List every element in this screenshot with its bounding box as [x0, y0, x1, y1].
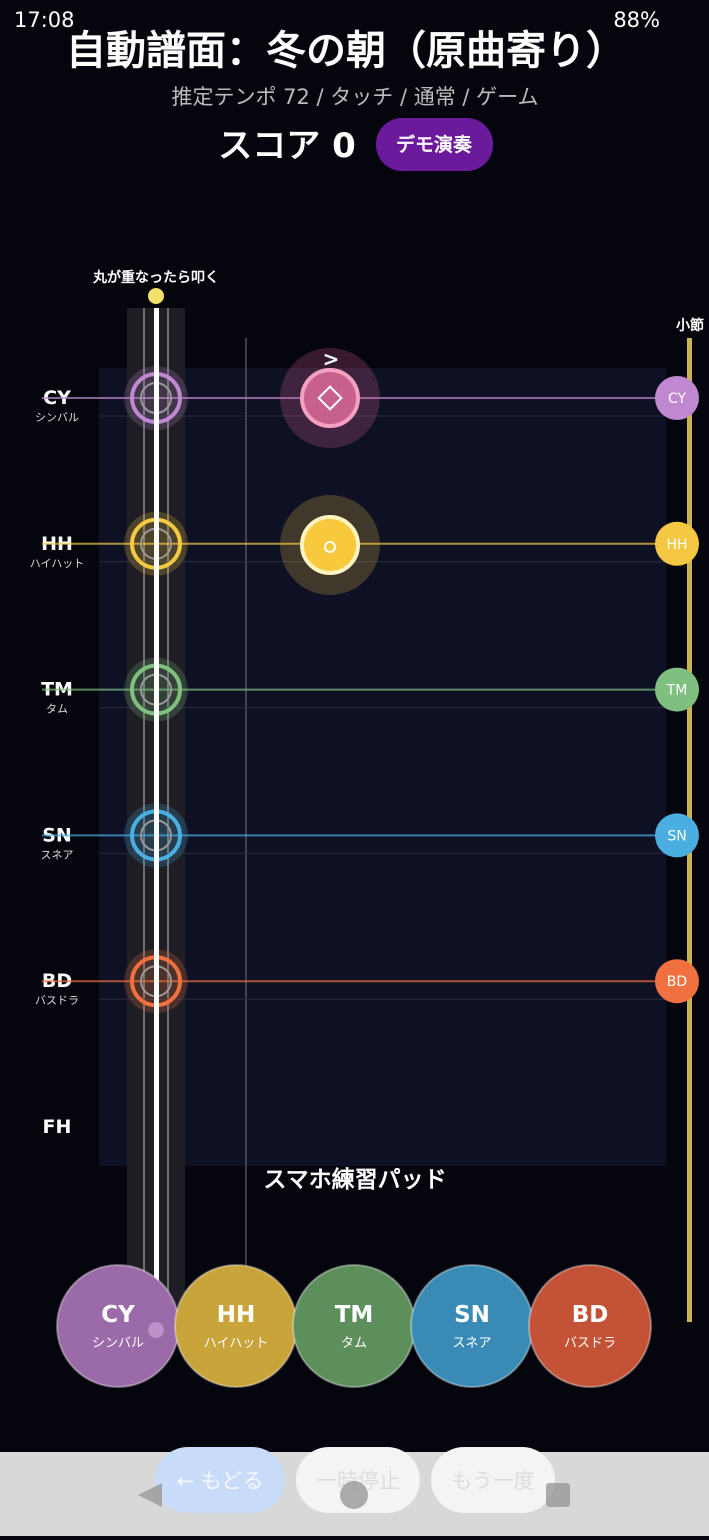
- back-button-label[interactable]: ← もどる: [177, 1469, 264, 1493]
- nav-home[interactable]: [340, 1481, 368, 1509]
- nav-back[interactable]: [138, 1483, 162, 1507]
- lane-code: FH: [43, 1116, 72, 1138]
- lane-badge-label: SN: [667, 828, 686, 844]
- demo-button-label[interactable]: デモ演奏: [396, 133, 473, 156]
- pad-name[interactable]: タム: [341, 1336, 367, 1351]
- pad-name[interactable]: バスドラ: [564, 1336, 616, 1351]
- lane-badge-label: CY: [668, 391, 687, 407]
- lane-badge-label: BD: [667, 974, 687, 990]
- score: スコア 0: [218, 126, 356, 166]
- pad-title: スマホ練習パッド: [263, 1166, 446, 1193]
- hint: 丸が重なったら叩く: [92, 269, 219, 286]
- note-hihat: [300, 515, 360, 575]
- note-icon: [317, 385, 343, 411]
- accent-mark: >: [323, 347, 340, 371]
- lane-badge-label: TM: [666, 683, 688, 699]
- pause-button[interactable]: [296, 1447, 420, 1513]
- retry-button-label[interactable]: もう一度: [451, 1469, 534, 1493]
- pad-code[interactable]: TM: [335, 1302, 374, 1328]
- demo-button[interactable]: [376, 118, 493, 171]
- retry-button[interactable]: [431, 1447, 555, 1513]
- lane-badge: [655, 667, 699, 712]
- lane-badge: [655, 959, 699, 1004]
- pad-name[interactable]: スネア: [452, 1336, 491, 1351]
- lane-name: シンバル: [35, 411, 79, 424]
- lane-name: ハイハット: [30, 557, 85, 570]
- status-battery: 88%: [613, 8, 660, 32]
- status-time: 17:08: [14, 8, 75, 32]
- pad-name[interactable]: シンバル: [92, 1336, 144, 1351]
- title: 自動譜面：冬の朝（原曲寄り）: [66, 28, 626, 74]
- play-panel: [99, 368, 666, 1166]
- drum-pad[interactable]: [528, 1264, 652, 1388]
- pad-name[interactable]: ハイハット: [204, 1336, 268, 1351]
- judge-end: [148, 1322, 164, 1338]
- lane-badge: [655, 813, 699, 858]
- lane-name: スネア: [41, 848, 74, 861]
- judge-marker: [148, 288, 164, 304]
- lane-badge: [655, 376, 699, 420]
- nav-recent[interactable]: [546, 1483, 570, 1507]
- lane-name: タム: [46, 703, 68, 716]
- lane-badge: [655, 521, 699, 566]
- subtitle: 推定テンポ 72 / タッチ / 通常 / ゲーム: [171, 85, 538, 109]
- measure-label: 小節: [676, 317, 704, 334]
- note-cymbal: [300, 368, 360, 428]
- back-button[interactable]: [155, 1447, 285, 1513]
- lane-name: バスドラ: [35, 994, 79, 1007]
- pad-code[interactable]: BD: [572, 1302, 609, 1328]
- judge-line: [154, 308, 159, 1320]
- note-icon: [324, 541, 336, 553]
- pad-code[interactable]: CY: [101, 1302, 135, 1328]
- lane-badge-label: HH: [666, 537, 687, 553]
- pad-code[interactable]: SN: [454, 1302, 490, 1328]
- pad-code[interactable]: HH: [217, 1302, 256, 1328]
